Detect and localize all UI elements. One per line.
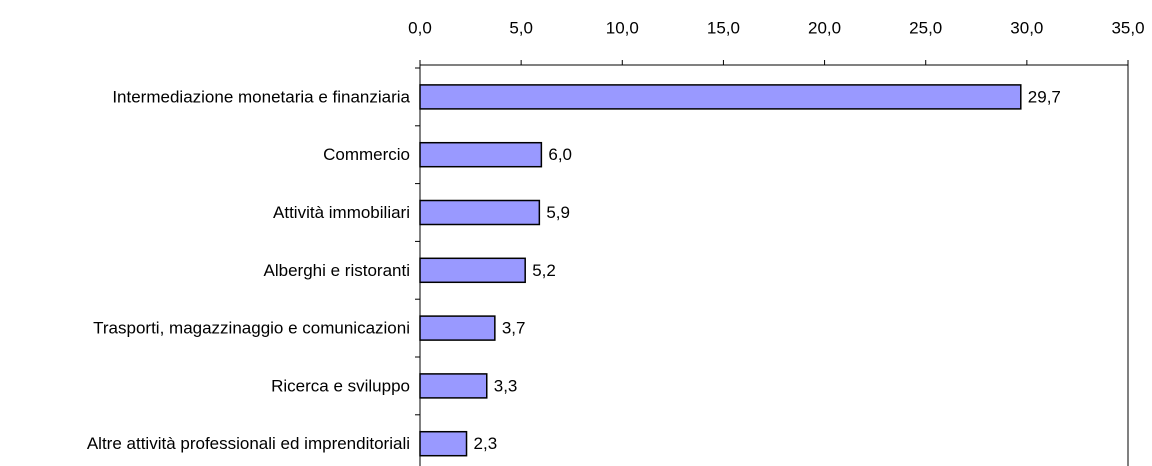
bar — [419, 199, 541, 226]
x-tick-label: 35,0 — [1111, 18, 1144, 37]
x-tick-label: 25,0 — [909, 18, 942, 37]
x-tick-label: 30,0 — [1010, 18, 1043, 37]
y-tick-label: Commercio — [323, 145, 410, 164]
y-tick-label: Trasporti, magazzinaggio e comunicazioni — [93, 319, 410, 338]
x-tick-label: 5,0 — [509, 18, 533, 37]
value-label: 2,3 — [474, 434, 498, 453]
y-tick-label: Altre attività professionali ed imprendi… — [87, 434, 410, 453]
bar — [419, 141, 543, 168]
bar — [419, 84, 1022, 110]
x-tick-label: 20,0 — [808, 18, 841, 37]
x-tick-label: 10,0 — [606, 18, 639, 37]
bar — [419, 315, 496, 341]
y-tick-label: Ricerca e sviluppo — [271, 376, 410, 395]
y-tick-label: Intermediazione monetaria e finanziaria — [112, 87, 410, 106]
x-tick-label: 15,0 — [707, 18, 740, 37]
y-tick-label: Attività immobiliari — [273, 203, 410, 222]
y-tick-label: Alberghi e ristoranti — [264, 261, 410, 280]
value-label: 5,2 — [532, 261, 556, 280]
value-label: 3,7 — [502, 319, 526, 338]
bar — [419, 430, 468, 457]
bar — [419, 373, 488, 399]
value-label: 3,3 — [494, 376, 518, 395]
value-label: 6,0 — [548, 145, 572, 164]
value-label: 29,7 — [1028, 87, 1061, 106]
value-label: 5,9 — [546, 203, 570, 222]
x-tick-label: 0,0 — [408, 18, 432, 37]
bar — [419, 257, 526, 284]
